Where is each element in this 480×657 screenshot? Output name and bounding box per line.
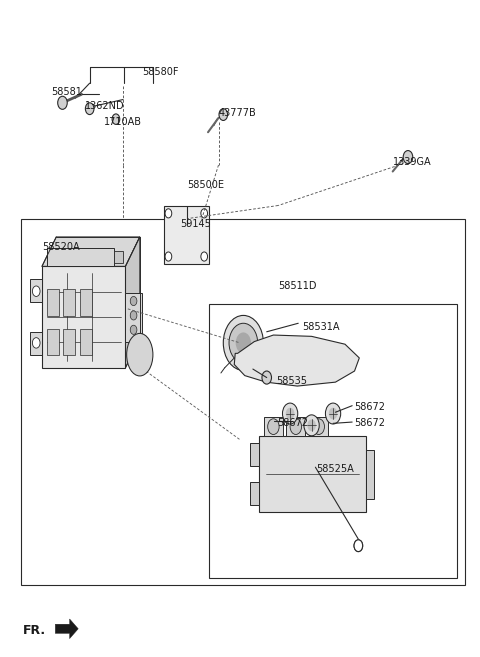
Circle shape <box>304 415 319 436</box>
Circle shape <box>329 407 337 419</box>
Text: 58672: 58672 <box>277 419 308 428</box>
Text: 58672: 58672 <box>355 419 385 428</box>
Circle shape <box>201 209 207 218</box>
Bar <box>114 251 123 263</box>
Circle shape <box>247 354 264 378</box>
Bar <box>286 417 305 436</box>
Circle shape <box>325 403 341 424</box>
Bar <box>80 290 92 315</box>
Circle shape <box>268 419 279 434</box>
Circle shape <box>251 359 260 373</box>
Bar <box>42 266 125 368</box>
Circle shape <box>33 338 40 348</box>
Polygon shape <box>42 237 140 266</box>
Circle shape <box>354 540 363 552</box>
Bar <box>22 219 465 585</box>
Circle shape <box>236 332 251 353</box>
Polygon shape <box>55 619 78 639</box>
Polygon shape <box>251 482 259 505</box>
Bar <box>164 206 209 264</box>
Circle shape <box>307 419 316 431</box>
Circle shape <box>201 252 207 261</box>
Bar <box>47 248 114 266</box>
Text: 43777B: 43777B <box>218 108 256 118</box>
Text: 58580F: 58580F <box>142 67 179 77</box>
Text: 1710AB: 1710AB <box>104 117 142 127</box>
Circle shape <box>130 325 137 334</box>
Bar <box>366 449 373 499</box>
Polygon shape <box>234 335 360 386</box>
Circle shape <box>219 108 228 120</box>
Text: 58535: 58535 <box>276 376 307 386</box>
Text: 58500E: 58500E <box>188 179 225 190</box>
Text: 58531A: 58531A <box>302 322 339 332</box>
Bar <box>264 417 283 436</box>
Polygon shape <box>30 332 42 355</box>
Ellipse shape <box>177 219 196 251</box>
Text: 58581: 58581 <box>51 87 83 97</box>
Text: FR.: FR. <box>23 624 46 637</box>
Circle shape <box>229 323 258 363</box>
Text: 58511D: 58511D <box>278 281 317 291</box>
Bar <box>259 436 366 512</box>
Ellipse shape <box>127 333 153 376</box>
Circle shape <box>290 419 301 434</box>
Circle shape <box>313 419 324 434</box>
Circle shape <box>33 286 40 296</box>
Bar <box>63 328 75 355</box>
Text: 58520A: 58520A <box>42 242 80 252</box>
Circle shape <box>130 311 137 320</box>
Circle shape <box>286 407 294 419</box>
Bar <box>47 328 59 355</box>
Text: 58525A: 58525A <box>316 464 354 474</box>
Text: 59145: 59145 <box>180 219 211 229</box>
Bar <box>209 304 457 578</box>
Polygon shape <box>125 237 140 368</box>
Polygon shape <box>30 279 42 302</box>
Circle shape <box>403 150 413 164</box>
Text: 1362ND: 1362ND <box>85 101 124 111</box>
Circle shape <box>262 371 272 384</box>
Circle shape <box>130 296 137 306</box>
Text: 58672: 58672 <box>355 402 385 412</box>
Circle shape <box>223 315 264 371</box>
Bar <box>309 417 328 436</box>
Circle shape <box>165 252 172 261</box>
Bar <box>63 290 75 315</box>
Text: 1339GA: 1339GA <box>393 156 432 167</box>
Polygon shape <box>251 443 259 466</box>
Circle shape <box>354 540 363 552</box>
Circle shape <box>58 97 67 109</box>
Circle shape <box>112 114 120 124</box>
Bar <box>47 290 59 315</box>
Circle shape <box>282 403 298 424</box>
Circle shape <box>135 348 144 361</box>
Circle shape <box>85 102 94 114</box>
Circle shape <box>129 340 150 369</box>
Circle shape <box>165 209 172 218</box>
Bar <box>80 328 92 355</box>
Ellipse shape <box>180 225 192 246</box>
Bar <box>125 292 142 342</box>
